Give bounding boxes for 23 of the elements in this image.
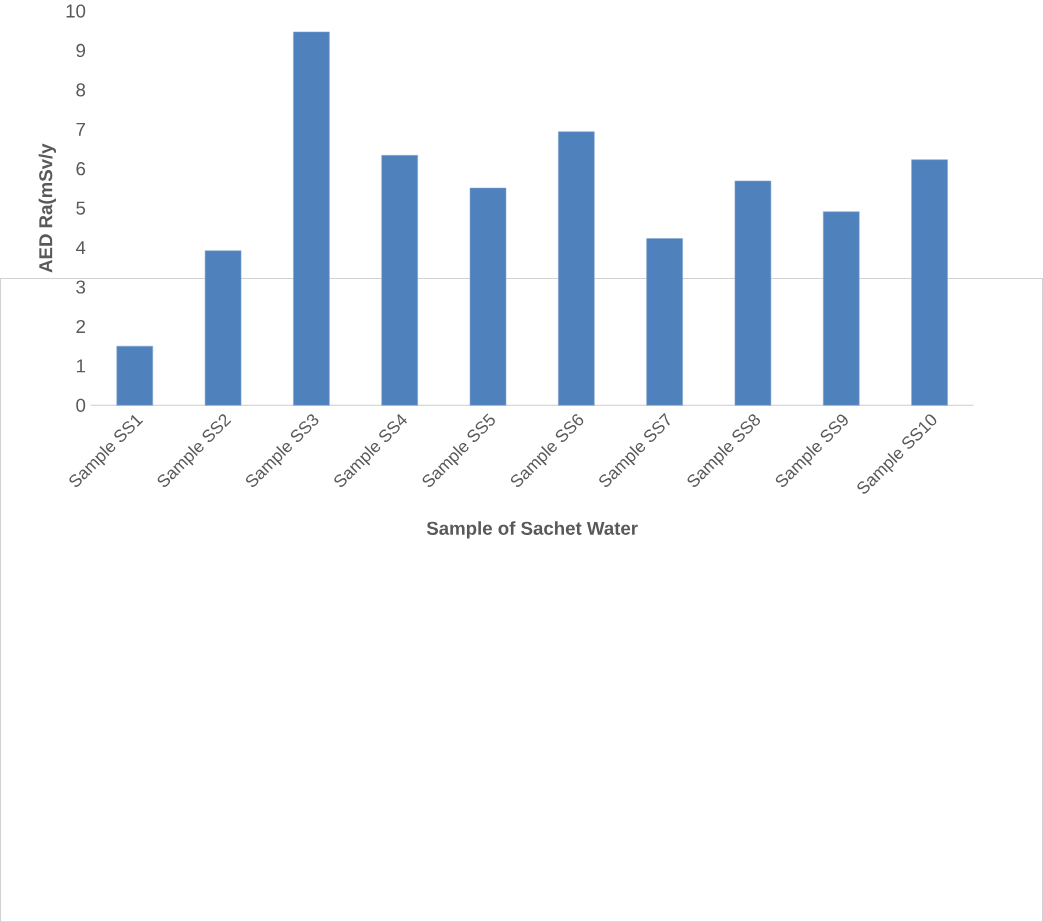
y-tick-label: 7 — [76, 122, 85, 136]
bar — [469, 187, 507, 406]
y-tick-label: 9 — [76, 43, 86, 57]
y-tick-label: 0 — [76, 398, 86, 412]
bar — [293, 31, 330, 406]
x-axis-title: Sample of Sachet Water — [426, 521, 638, 539]
bar — [381, 154, 418, 406]
bar — [646, 238, 683, 406]
y-tick-label: 6 — [76, 161, 86, 176]
y-tick-label: 5 — [76, 201, 86, 215]
y-tick-label: 8 — [76, 83, 86, 97]
bar — [204, 250, 242, 406]
y-tick-label: 10 — [66, 4, 86, 18]
bar — [558, 131, 595, 406]
bar — [822, 211, 860, 406]
bar — [116, 345, 154, 406]
y-tick-label: 2 — [76, 319, 85, 333]
y-tick-label: 1 — [76, 359, 85, 373]
y-axis-title: AED Ra(mSv/y — [38, 143, 57, 273]
bar — [911, 159, 948, 406]
bar — [734, 180, 772, 406]
y-tick-label: 3 — [76, 280, 86, 294]
y-tick-label: 4 — [75, 241, 86, 254]
